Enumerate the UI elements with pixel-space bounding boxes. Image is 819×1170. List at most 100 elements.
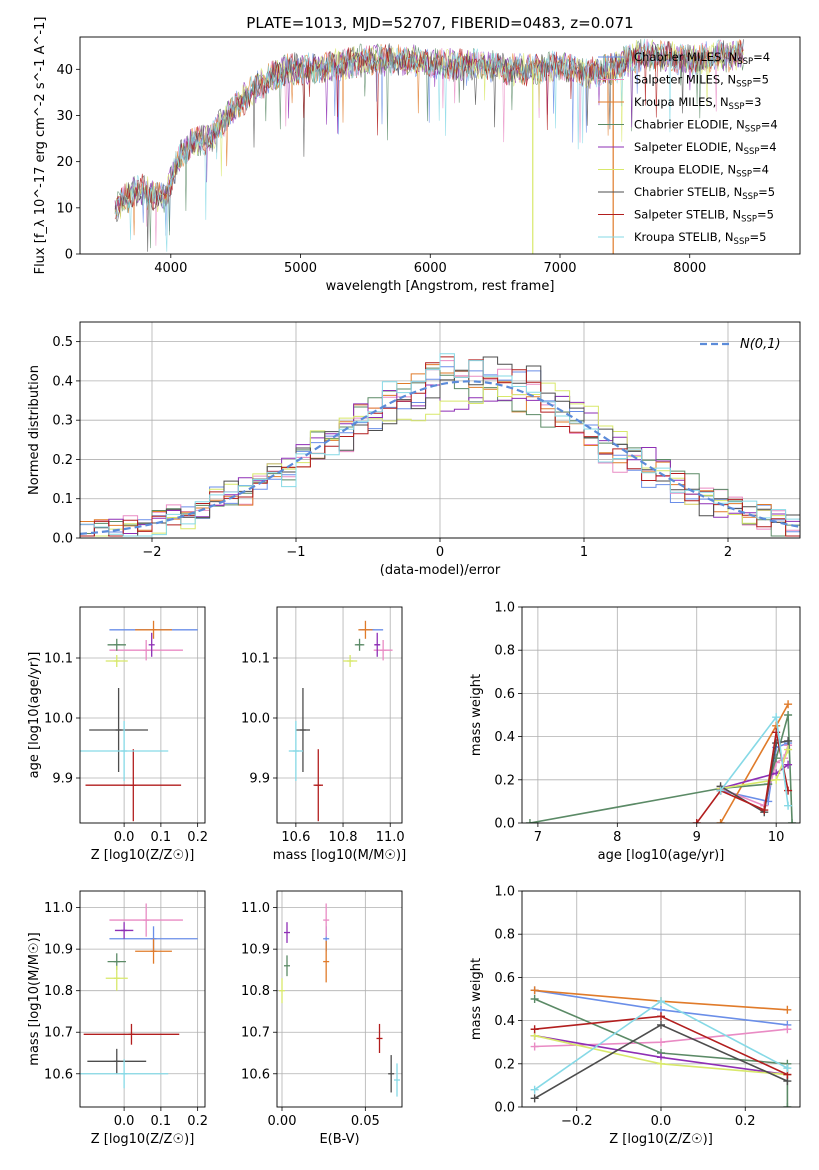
panel-mass_vs_ebv: 0.00 0.05 10.6 10.7 10.8 10.9 11.0 E(B-V) [241, 890, 403, 1147]
legend-label: Kroupa STELIB, NSSP=5 [634, 230, 766, 247]
y-tick-label: 0.0 [494, 817, 515, 832]
legend-nssp: =3 [744, 95, 761, 109]
legend-nssp: =5 [749, 230, 766, 244]
panel-age_vs_mass: 10.6 10.8 11.0 9.9 10.0 10.1 mass [log10(M/M☉)… [241, 606, 406, 863]
x-tick-label: 0.0 [651, 1114, 672, 1129]
y-tick-label: 10.8 [241, 984, 270, 999]
y-axis-label: mass weight [469, 674, 484, 756]
x-axis-label: age [log10(age/yr)] [598, 848, 725, 863]
y-axis-label-group: mass weight [469, 674, 484, 756]
legend-subscript: SSP [729, 102, 745, 112]
errorbar-point [323, 903, 330, 937]
y-tick-label: 0.2 [494, 1057, 515, 1072]
x-tick-label: −2 [142, 545, 161, 560]
weight-marker [784, 711, 793, 719]
spectrum-line [114, 40, 744, 220]
errorbar-point [284, 955, 290, 977]
weight-marker [530, 1025, 539, 1034]
plot-area [80, 620, 198, 822]
axes-frame [276, 890, 403, 1108]
legend-subscript: SSP [741, 215, 757, 225]
y-tick-label: 10.8 [44, 984, 73, 999]
ticks: 10.6 10.8 11.0 9.9 10.0 10.1 [241, 652, 405, 846]
axes-frame [79, 606, 206, 824]
x-axis-label: mass [log10(M/M☉)] [273, 848, 406, 863]
y-tick-label: 10.9 [44, 943, 73, 958]
ticks: 4000 5000 6000 7000 8000 0 10 20 30 40 [56, 63, 706, 276]
errorbar-point [109, 640, 183, 661]
x-axis-label: Z [log10(Z/Z☉)] [609, 1132, 713, 1147]
legend-subscript: SSP [736, 80, 752, 90]
errorbar-point [85, 749, 182, 822]
weight-line [720, 740, 789, 814]
y-tick-label: 0.8 [494, 928, 515, 943]
x-tick-label: −1 [286, 545, 305, 560]
errorbar-point [80, 1059, 169, 1089]
legend-label: Chabrier STELIB, NSSP=5 [634, 185, 775, 202]
errorbar-point [394, 1063, 400, 1097]
x-tick-label: 10.8 [329, 830, 358, 845]
weight-marker [784, 760, 793, 769]
errorbar-point [107, 638, 126, 651]
weight-marker [788, 819, 797, 823]
x-tick-label: 10.6 [281, 830, 310, 845]
errorbar-point [135, 938, 172, 964]
legend-nssp: =4 [761, 118, 778, 132]
ticks: −0.2 0.0 0.2 0.0 0.2 0.4 0.6 0.8 1.0 [494, 885, 755, 1130]
weight-marker [784, 736, 793, 745]
y-tick-label: 10.1 [241, 652, 270, 667]
errorbar-point [83, 1023, 180, 1045]
y-tick-label: 10.0 [241, 712, 270, 727]
x-tick-label: 0.2 [187, 1114, 208, 1129]
spectrum-legend: Chabrier MILES, NSSP=4 Salpeter MILES, NS… [598, 50, 778, 247]
panel-residuals: −2 −1 0 1 2 0.0 0.1 0.2 0.3 0.4 0.5 (data-model)/er… [27, 321, 801, 578]
y-tick-label: 1.0 [494, 885, 515, 900]
weight-marker [783, 1064, 792, 1073]
weight-marker [530, 986, 539, 995]
panel-weight_vs_Z: −0.2 0.0 0.2 0.0 0.2 0.4 0.6 0.8 1.0 Z [log10(Z/Z… [469, 885, 801, 1147]
spectrum-line [114, 39, 744, 219]
gaussian-reference [80, 380, 800, 535]
weight-marker [760, 806, 769, 815]
y-tick-label: 0.1 [52, 492, 73, 507]
grid-lines [277, 607, 402, 823]
errorbar-point [105, 655, 128, 667]
y-tick-label: 0.4 [494, 1014, 515, 1029]
plot-area [525, 700, 797, 823]
y-tick-label: 0.6 [494, 687, 515, 702]
spectrum-line [114, 38, 744, 252]
weight-marker [716, 819, 725, 823]
weight-marker [530, 995, 539, 1003]
errorbar-point [114, 922, 134, 939]
errorbar-point [295, 688, 311, 772]
errorbar-point [279, 978, 285, 1004]
legend-subscript: SSP [744, 147, 760, 157]
y-tick-label: 0.3 [52, 414, 73, 429]
legend-label: Salpeter MILES, NSSP=5 [634, 73, 769, 90]
errorbar-point [358, 620, 373, 639]
axes-frame [521, 890, 801, 1108]
y-tick-label: 0.8 [494, 644, 515, 659]
legend-label: Salpeter STELIB, NSSP=5 [634, 208, 774, 225]
weight-marker [530, 1042, 539, 1051]
panel-mass_vs_Z: 0.0 0.1 0.2 10.6 10.7 10.8 10.9 11.0 Z [log10(Z/… [27, 890, 208, 1147]
legend-subscript: SSP [745, 125, 761, 135]
x-tick-label: 0.0 [114, 830, 135, 845]
y-tick-label: 10.7 [241, 1026, 270, 1041]
y-axis-label: Normed distribution [27, 365, 42, 495]
weight-line [720, 749, 789, 790]
x-tick-label: 0.2 [735, 1114, 756, 1129]
y-tick-label: 0.6 [494, 971, 515, 986]
legend-nssp: =4 [752, 163, 769, 177]
histogram-step [80, 353, 800, 537]
y-tick-label: 10.9 [241, 943, 270, 958]
y-tick-label: 9.9 [249, 772, 270, 787]
x-tick-label: 8000 [673, 261, 706, 276]
plot-area [80, 353, 800, 537]
panel-weight_vs_age: 7 8 9 10 0.0 0.2 0.4 0.6 0.8 1.0 age [log10(age/yr… [469, 601, 801, 863]
histogram-step [80, 367, 800, 537]
x-axis-label: (data-model)/error [380, 563, 501, 578]
weight-marker [692, 819, 701, 823]
weight-line [534, 998, 789, 1107]
